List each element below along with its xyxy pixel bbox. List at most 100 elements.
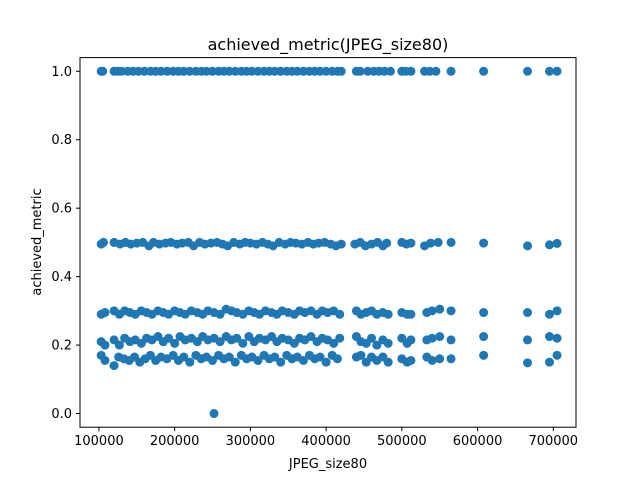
data-point: [336, 239, 346, 249]
data-point: [479, 66, 489, 76]
data-point: [435, 304, 445, 314]
x-tick-label: 700000: [528, 434, 578, 449]
chart-title: achieved_metric(JPEG_size80): [208, 35, 449, 55]
x-tick-label: 200000: [150, 434, 200, 449]
data-point: [382, 238, 392, 248]
data-point: [232, 333, 242, 343]
data-point: [523, 358, 533, 368]
data-point: [98, 66, 108, 76]
data-point: [446, 335, 456, 345]
data-point: [446, 237, 456, 247]
data-point: [98, 237, 108, 247]
data-point: [230, 357, 240, 367]
data-point: [209, 409, 219, 419]
data-point: [544, 309, 554, 319]
x-axis-label: JPEG_size80: [288, 457, 367, 472]
y-axis: 0.0 0.2 0.4 0.6 0.8 1.0: [51, 65, 80, 422]
data-point: [446, 66, 456, 76]
data-point: [523, 308, 533, 318]
data-point: [383, 309, 393, 319]
data-point: [114, 340, 124, 350]
data-point: [552, 350, 562, 360]
data-point: [372, 340, 382, 350]
data-point: [356, 350, 366, 360]
y-axis-label: achieved_metric: [30, 188, 45, 295]
data-point: [523, 66, 533, 76]
data-point: [406, 309, 416, 319]
data-point: [427, 333, 437, 343]
data-point: [406, 335, 416, 345]
data-point: [179, 352, 189, 362]
data-point: [238, 338, 248, 348]
data-point: [523, 335, 533, 345]
data-point: [523, 241, 533, 251]
data-point: [426, 238, 436, 248]
data-point: [253, 355, 263, 365]
data-point: [435, 332, 445, 342]
data-point: [427, 306, 437, 316]
data-point: [479, 350, 489, 360]
y-tick-label: 0.6: [51, 202, 72, 217]
data-point: [385, 66, 395, 76]
x-tick-label: 300000: [226, 434, 276, 449]
data-point: [276, 357, 286, 367]
data-point: [552, 66, 562, 76]
y-tick-label: 0.8: [51, 133, 72, 148]
x-tick-label: 600000: [453, 434, 503, 449]
data-point: [427, 355, 437, 365]
data-point: [185, 357, 195, 367]
data-point: [552, 238, 562, 248]
data-point: [431, 66, 441, 76]
data-point: [329, 338, 339, 348]
data-point: [335, 333, 345, 343]
data-point: [109, 361, 119, 371]
data-point: [298, 355, 308, 365]
x-tick-label: 500000: [377, 434, 427, 449]
data-point: [332, 354, 342, 364]
y-tick-label: 1.0: [51, 65, 72, 80]
x-tick-label: 100000: [74, 434, 124, 449]
data-point: [544, 66, 554, 76]
data-point: [100, 355, 110, 365]
x-axis: 100000 200000 300000 400000 500000 600000 7000…: [74, 427, 578, 449]
data-point: [446, 306, 456, 316]
data-point: [552, 306, 562, 316]
data-point: [215, 309, 225, 319]
data-point: [100, 340, 110, 350]
data-point: [433, 237, 443, 247]
data-point: [335, 309, 345, 319]
data-point: [435, 354, 445, 364]
data-point: [315, 352, 325, 362]
data-point: [446, 354, 456, 364]
data-point: [479, 332, 489, 342]
plot-frame: [79, 57, 577, 428]
data-point: [479, 308, 489, 318]
data-point: [383, 357, 393, 367]
data-point: [544, 332, 554, 342]
data-point: [306, 332, 316, 342]
data-point: [224, 352, 234, 362]
data-point: [170, 338, 180, 348]
data-point: [164, 333, 174, 343]
data-point: [336, 66, 346, 76]
data-point: [215, 337, 225, 347]
data-point: [208, 355, 218, 365]
data-point: [406, 66, 416, 76]
data-point: [383, 338, 393, 348]
y-tick-label: 0.4: [51, 270, 72, 285]
points-layer: [96, 66, 562, 419]
data-point: [552, 333, 562, 343]
data-point: [406, 238, 416, 248]
data-point: [479, 238, 489, 248]
data-point: [367, 333, 377, 343]
data-point: [100, 308, 110, 318]
data-point: [270, 352, 280, 362]
x-tick-label: 400000: [301, 434, 351, 449]
data-point: [544, 357, 554, 367]
data-point: [355, 66, 365, 76]
y-tick-label: 0.0: [51, 407, 72, 422]
data-point: [544, 240, 554, 250]
data-point: [406, 355, 416, 365]
data-point: [321, 357, 331, 367]
